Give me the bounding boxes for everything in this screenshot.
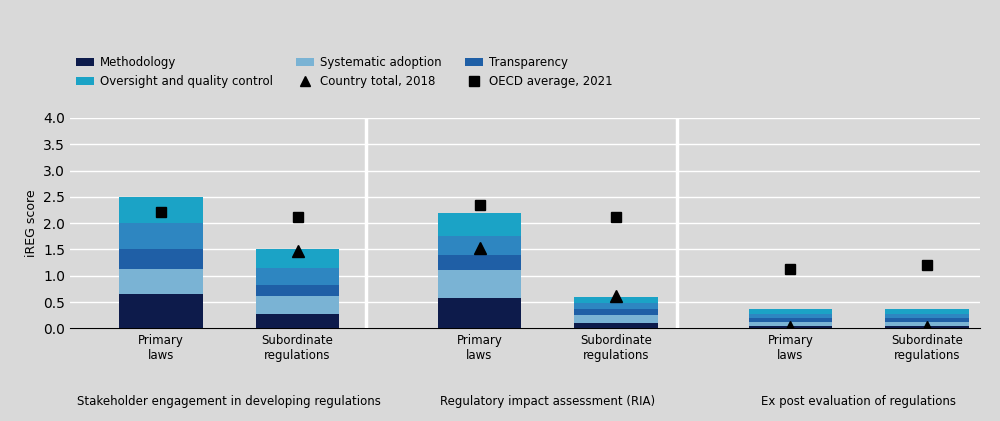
- Bar: [119, 294, 203, 328]
- Text: Regulatory impact assessment (RIA): Regulatory impact assessment (RIA): [440, 395, 655, 408]
- Bar: [256, 285, 339, 296]
- Bar: [749, 309, 832, 314]
- Bar: [885, 322, 969, 326]
- Bar: [438, 271, 521, 298]
- Y-axis label: iREG score: iREG score: [25, 189, 38, 257]
- Bar: [885, 326, 969, 328]
- Bar: [885, 318, 969, 322]
- Bar: [119, 197, 203, 223]
- Bar: [749, 314, 832, 318]
- Bar: [256, 269, 339, 285]
- Bar: [885, 309, 969, 314]
- Bar: [749, 326, 832, 328]
- Bar: [574, 309, 658, 315]
- Bar: [256, 314, 339, 328]
- Bar: [749, 318, 832, 322]
- Bar: [438, 213, 521, 236]
- Bar: [749, 322, 832, 326]
- Bar: [119, 249, 203, 269]
- Bar: [574, 303, 658, 309]
- Text: Stakeholder engagement in developing regulations: Stakeholder engagement in developing reg…: [77, 395, 381, 408]
- Bar: [256, 249, 339, 269]
- Legend: Methodology, Oversight and quality control, Systematic adoption, Country total, : Methodology, Oversight and quality contr…: [76, 56, 612, 88]
- Bar: [256, 296, 339, 314]
- Bar: [574, 323, 658, 328]
- Bar: [438, 255, 521, 271]
- Bar: [438, 236, 521, 255]
- Bar: [574, 297, 658, 303]
- Bar: [438, 298, 521, 328]
- Bar: [119, 223, 203, 249]
- Bar: [574, 315, 658, 323]
- Text: Ex post evaluation of regulations: Ex post evaluation of regulations: [761, 395, 956, 408]
- Bar: [119, 269, 203, 294]
- Bar: [885, 314, 969, 318]
